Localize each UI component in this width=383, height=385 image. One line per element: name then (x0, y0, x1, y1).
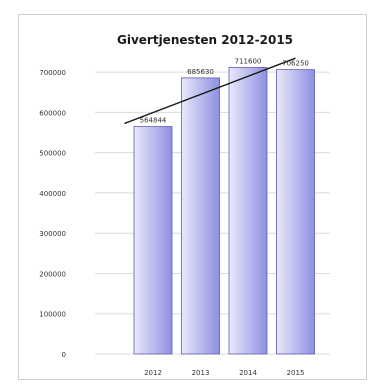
data-label: 685630 (187, 68, 214, 76)
trend-line (124, 57, 296, 125)
data-label: 564844 (140, 117, 167, 125)
y-axis-ticks: 0 100000 200000 300000 400000 500000 600000 700… (39, 69, 66, 359)
y-tick-label: 300000 (39, 230, 66, 238)
x-tick-label: 2014 (239, 369, 257, 377)
x-axis-ticks: 2012 2013 2014 2015 (144, 369, 304, 377)
y-tick-label: 700000 (39, 69, 66, 77)
trendline (124, 57, 296, 125)
y-tick-label: 200000 (39, 270, 66, 278)
bar (133, 126, 173, 355)
x-tick-label: 2013 (192, 369, 210, 377)
data-label: 711600 (235, 57, 262, 65)
y-tick-label: 600000 (39, 109, 66, 117)
bar (276, 69, 315, 355)
y-tick-label: 500000 (39, 150, 66, 158)
x-tick-label: 2015 (287, 369, 305, 377)
x-tick-label: 2012 (144, 369, 162, 377)
y-tick-label: 400000 (39, 190, 66, 198)
chart-title: Givertjenesten 2012-2015 (117, 33, 293, 47)
bar (181, 77, 220, 355)
bar (228, 67, 268, 355)
data-labels: 564844 685630 711600 706250 (140, 57, 309, 124)
y-tick-label: 0 (62, 351, 66, 359)
y-tick-label: 100000 (39, 311, 66, 319)
bars (133, 67, 315, 355)
data-label: 706250 (282, 60, 309, 68)
